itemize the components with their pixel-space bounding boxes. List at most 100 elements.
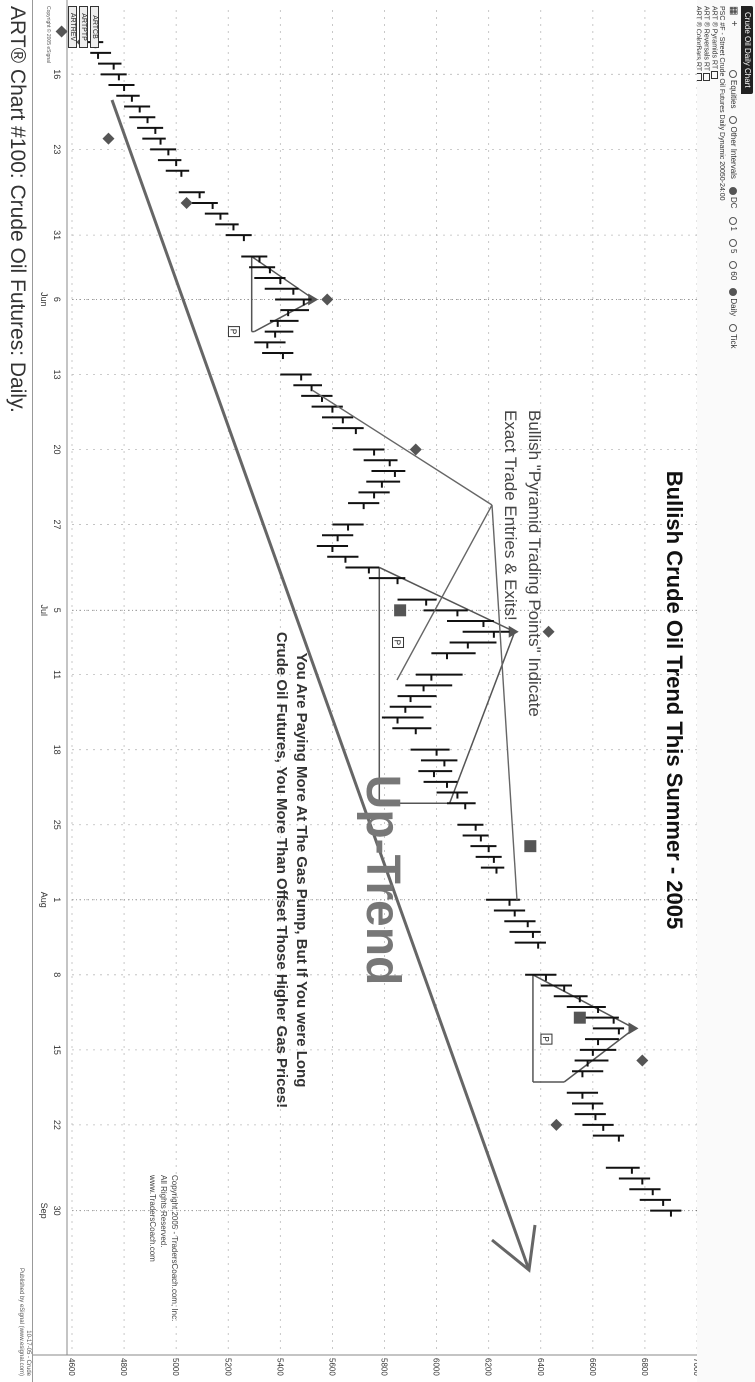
callout-arrows — [311, 389, 518, 901]
ohlc-bar — [345, 566, 380, 574]
price-tick-label: 5400 — [275, 1358, 284, 1376]
price-tick-label: 5200 — [223, 1358, 232, 1376]
ohlc-bar — [420, 759, 458, 767]
study-item[interactable]: ART ® Reversals RT — [702, 6, 710, 201]
ohlc-bar — [215, 223, 239, 231]
interval-daily[interactable]: Daily — [729, 288, 738, 316]
publisher-note-line: 10-17-05 - Crude — [25, 1330, 31, 1376]
month-label: Jul — [39, 605, 49, 617]
ohlc-bar — [423, 780, 458, 788]
pyramid-label-box — [540, 1033, 553, 1045]
plus-icon[interactable]: + — [728, 20, 739, 27]
reversal-diamond — [321, 293, 334, 306]
pyramid-patterns: P P P — [227, 255, 639, 1083]
ohlc-bar — [269, 319, 299, 327]
ohlc-bar — [108, 84, 135, 92]
interval-60[interactable]: 60 — [729, 261, 738, 280]
interval-tick[interactable]: Tick — [729, 324, 738, 348]
date-tick-label: 23 — [52, 144, 62, 154]
ohlc-bar — [322, 534, 354, 542]
radio-icon — [729, 324, 738, 333]
trend-arrowhead — [491, 1224, 537, 1273]
ohlc-bar — [366, 480, 401, 488]
date-tick-label: 8 — [52, 972, 62, 977]
toolbar-icons: ▦ + — [727, 6, 739, 26]
interval-label: DC — [729, 196, 738, 209]
ohlc-bar — [592, 1027, 625, 1035]
ohlc-bar — [368, 577, 406, 585]
price-chart[interactable]: P P P 7000 6800 6600 6400 6200 6000 5800 5600 5400… — [33, 0, 697, 1382]
ohlc-bar — [582, 1123, 614, 1131]
ohlc-bar — [371, 469, 406, 477]
date-tick-label: 30 — [52, 1206, 62, 1216]
ohlc-bar — [191, 201, 218, 209]
interval-label: Other Intervals — [729, 126, 738, 179]
ohlc-bar — [486, 898, 520, 906]
ohlc-bar — [358, 491, 390, 499]
ohlc-bar — [574, 1113, 606, 1121]
ohlc-bar — [275, 298, 312, 306]
ohlc-bar — [262, 352, 294, 360]
reversal-diamond — [409, 443, 422, 456]
ohlc-bar — [165, 169, 190, 177]
radio-icon — [729, 261, 738, 270]
ohlc-bar — [389, 705, 432, 713]
copyright-line-1: Copyright 2005 - TradersCoach.com, Inc. — [170, 1175, 179, 1321]
ohlc-bar — [480, 866, 505, 874]
ohlc-bar — [150, 148, 177, 156]
ohlc-bar — [254, 277, 286, 284]
reversal-diamond — [636, 1054, 649, 1067]
price-tick-label: 6200 — [484, 1358, 493, 1376]
ohlc-bar — [553, 995, 588, 1003]
interval-equities[interactable]: Equities — [729, 70, 738, 108]
ohlc-bar — [332, 427, 364, 435]
interval-dc[interactable]: DC — [729, 186, 738, 209]
price-tick-label: 6000 — [432, 1358, 441, 1376]
study-toggle-icon[interactable] — [710, 71, 718, 80]
study-toggle-icon[interactable] — [702, 73, 710, 82]
ohlc-bar — [137, 126, 164, 134]
bar-chart-icon[interactable]: ▦ — [728, 6, 739, 16]
ohlc-bar — [254, 341, 286, 349]
date-tick-label: 1 — [52, 897, 62, 902]
price-tick-label: 4800 — [119, 1358, 128, 1376]
trend-arrow — [110, 99, 531, 1271]
radio-icon — [729, 216, 738, 225]
ohlc-bar — [650, 1209, 682, 1217]
legend-button-artrev[interactable]: ARTREV — [68, 6, 77, 48]
trend-label: Up-Trend — [356, 775, 409, 986]
study-item[interactable]: ART ® Pyramids RT — [710, 6, 718, 201]
ohlc-bar — [225, 234, 252, 242]
ohlc-bar — [423, 609, 468, 617]
axis-labels: 7000 6800 6600 6400 6200 6000 5800 5600 5400 5200… — [39, 69, 697, 1376]
signal-square — [394, 604, 407, 617]
ohlc-bar — [178, 191, 205, 199]
ohlc-bar — [629, 1188, 661, 1196]
price-tick-label: 5000 — [171, 1358, 180, 1376]
legend-button-artcb[interactable]: ARTCB — [90, 6, 99, 48]
ohlc-bar — [449, 641, 497, 649]
ohlc-bar — [316, 545, 349, 552]
callout-arrow-line — [491, 504, 518, 901]
ohlc-bar — [397, 598, 437, 606]
price-bars — [79, 41, 682, 1217]
ohlc-bar — [582, 1016, 619, 1024]
pyramid-label: P — [541, 1036, 550, 1041]
window-tab[interactable]: Crude Oil Daily Chart — [741, 6, 753, 94]
legend-button-artptp[interactable]: ARTPTP — [79, 6, 88, 48]
ohlc-bar — [525, 973, 557, 981]
publisher-note-line: Published by eSignal (www.esignal.com) — [18, 1267, 24, 1376]
pyramid-apex-icon — [628, 1022, 639, 1035]
interval-5[interactable]: 5 — [729, 238, 738, 253]
date-tick-label: 15 — [52, 1045, 62, 1055]
callout-arrow-line — [396, 504, 493, 681]
interval-other[interactable]: Other Intervals — [729, 116, 738, 179]
interval-1[interactable]: 1 — [729, 216, 738, 231]
price-tick-label: 6400 — [536, 1358, 545, 1376]
ohlc-bar — [410, 748, 450, 756]
ohlc-bar — [327, 555, 359, 563]
date-tick-label: 13 — [52, 369, 62, 379]
ohlc-bar — [397, 695, 437, 703]
ohlc-bar — [470, 845, 497, 853]
ohlc-bar — [249, 266, 276, 274]
